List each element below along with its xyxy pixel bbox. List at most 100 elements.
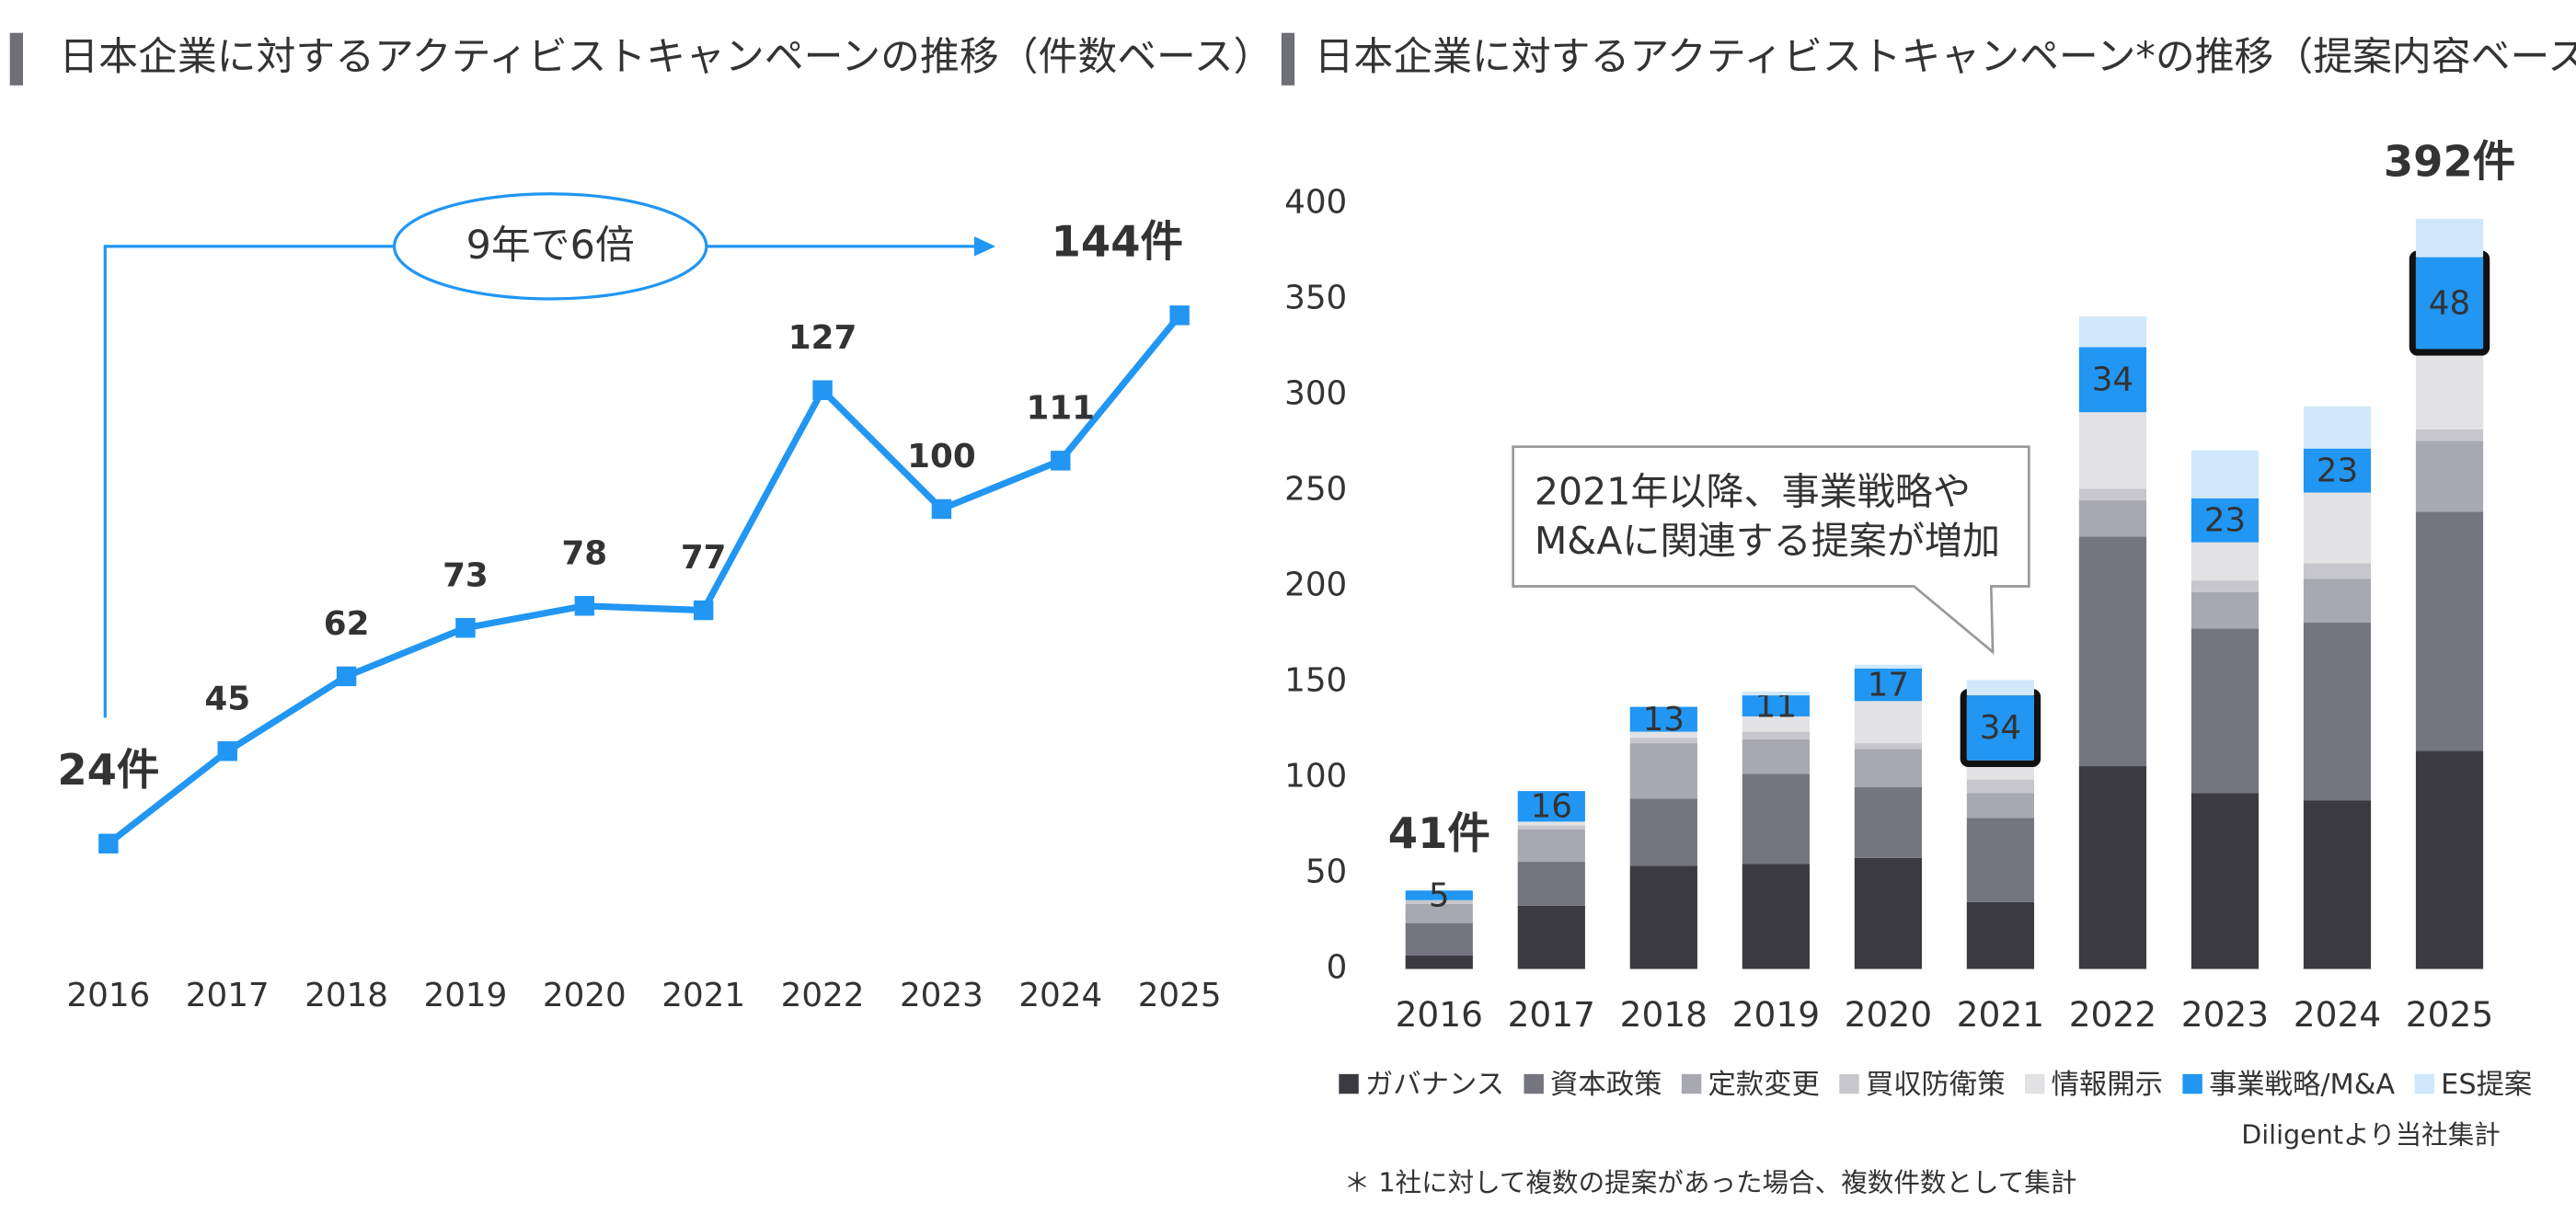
bar-segment	[1742, 731, 1810, 739]
legend-swatch	[1339, 1073, 1359, 1094]
bar-segment	[2191, 580, 2260, 592]
bar-segment	[2303, 406, 2372, 449]
bar-segment	[1517, 821, 1585, 826]
bar-segment	[1854, 857, 1922, 969]
y-tick-label: 0	[1327, 949, 1348, 987]
title-bar	[9, 32, 24, 86]
bar-segment	[2191, 591, 2260, 629]
legend-swatch	[1681, 1073, 1702, 1094]
value-label: 16	[1531, 788, 1572, 826]
bar-segment	[2303, 448, 2372, 493]
x-tick-label: 2020	[543, 977, 627, 1014]
bar-segment	[2078, 316, 2147, 348]
bar-segment	[1742, 773, 1810, 865]
y-tick-label: 300	[1284, 374, 1347, 412]
bar-segment	[1742, 716, 1810, 732]
bar-segment	[1517, 905, 1585, 969]
legend-swatch	[2414, 1073, 2435, 1094]
marker	[217, 741, 237, 762]
value-label: 23	[2317, 452, 2358, 489]
marker	[1051, 451, 1071, 471]
source: Diligentより当社集計	[2241, 1119, 2501, 1151]
y-tick-label: 100	[1284, 758, 1347, 796]
bar-segment	[2415, 441, 2484, 512]
x-tick-label: 2023	[900, 977, 983, 1014]
callout-box	[1512, 445, 2030, 655]
arrow-head	[973, 236, 996, 257]
legend-swatch	[1839, 1073, 1859, 1094]
bar-segment	[1405, 922, 1473, 956]
value-label: 45	[204, 680, 250, 717]
bar-segment	[1742, 864, 1810, 969]
value-label: 144件	[1052, 217, 1183, 267]
marker	[693, 600, 714, 621]
callout-text: 2021年以降、事業戦略や	[1535, 470, 1971, 514]
bar-segment	[2191, 450, 2260, 498]
footnote: ＊ 1社に対して複数の提案があった場合、複数件数として集計	[1344, 1167, 2077, 1198]
bar-segment	[1629, 706, 1697, 732]
bar-segment	[1966, 793, 2035, 819]
legend-swatch	[1524, 1073, 1544, 1094]
marker	[812, 380, 833, 400]
y-tick-label: 150	[1284, 662, 1347, 700]
legend-label: 事業戦略/M&A	[2209, 1069, 2395, 1101]
bar-segment	[1405, 903, 1473, 923]
legend-label: ガバナンス	[1365, 1069, 1504, 1101]
bar-segment	[1517, 862, 1585, 906]
bar-segment	[2415, 257, 2484, 349]
x-tick-label: 2024	[2294, 994, 2381, 1035]
x-tick-label: 2025	[2406, 994, 2493, 1035]
chart-title: 日本企業に対するアクティビストキャンペーン*の推移（提案内容ベース）	[1315, 34, 2576, 80]
marker	[931, 498, 952, 520]
value-label: 34	[2092, 361, 2133, 399]
y-tick-label: 50	[1305, 853, 1347, 891]
x-tick-label: 2019	[424, 977, 508, 1014]
bar-segment	[1742, 691, 1810, 696]
bar-segment	[2078, 488, 2147, 500]
bar-segment	[2078, 412, 2147, 489]
bar-segment	[2078, 536, 2147, 767]
bar-segment	[1966, 818, 2035, 902]
value-label: 111	[1027, 389, 1096, 427]
bar-segment	[2303, 800, 2372, 969]
legend-label: ES提案	[2441, 1069, 2532, 1101]
line	[106, 313, 1182, 847]
legend-swatch	[2024, 1073, 2045, 1094]
value-label: 100	[907, 438, 976, 475]
bar-segment	[1854, 664, 1922, 669]
value-label: 48	[2429, 284, 2470, 322]
bar-segment	[1966, 680, 2035, 696]
x-tick-label: 2022	[2069, 994, 2156, 1035]
value-label: 73	[443, 556, 489, 594]
value-label: 23	[2204, 502, 2246, 540]
bar-segment	[2415, 349, 2484, 429]
total-label: 392件	[2384, 137, 2515, 187]
bar-segment	[1966, 695, 2035, 761]
bar-segment	[1854, 749, 1922, 787]
x-tick-label: 2016	[1396, 994, 1483, 1035]
bar-segment	[1517, 829, 1585, 863]
legend-label: 資本政策	[1550, 1069, 1662, 1101]
x-tick-label: 2017	[1508, 994, 1595, 1035]
bar-segment	[2415, 219, 2484, 258]
y-tick-label: 350	[1284, 279, 1347, 316]
value-label: 127	[788, 319, 857, 357]
bar-segment	[2078, 766, 2147, 969]
x-tick-label: 2016	[66, 977, 150, 1014]
bar-segment	[1854, 743, 1922, 750]
marker	[574, 596, 595, 616]
bar-segment	[2303, 563, 2372, 579]
title-bar	[1281, 32, 1295, 86]
bar-segment	[2078, 347, 2147, 413]
marker	[98, 833, 119, 853]
bar-segment	[1405, 890, 1473, 900]
bar-segment	[1405, 899, 1473, 904]
value-label: 17	[1868, 666, 1909, 704]
x-tick-label: 2022	[781, 977, 865, 1014]
bar-segment	[2191, 793, 2260, 969]
value-label: 24件	[57, 745, 159, 795]
x-tick-label: 2017	[186, 977, 270, 1014]
x-tick-label: 2018	[1620, 994, 1708, 1035]
